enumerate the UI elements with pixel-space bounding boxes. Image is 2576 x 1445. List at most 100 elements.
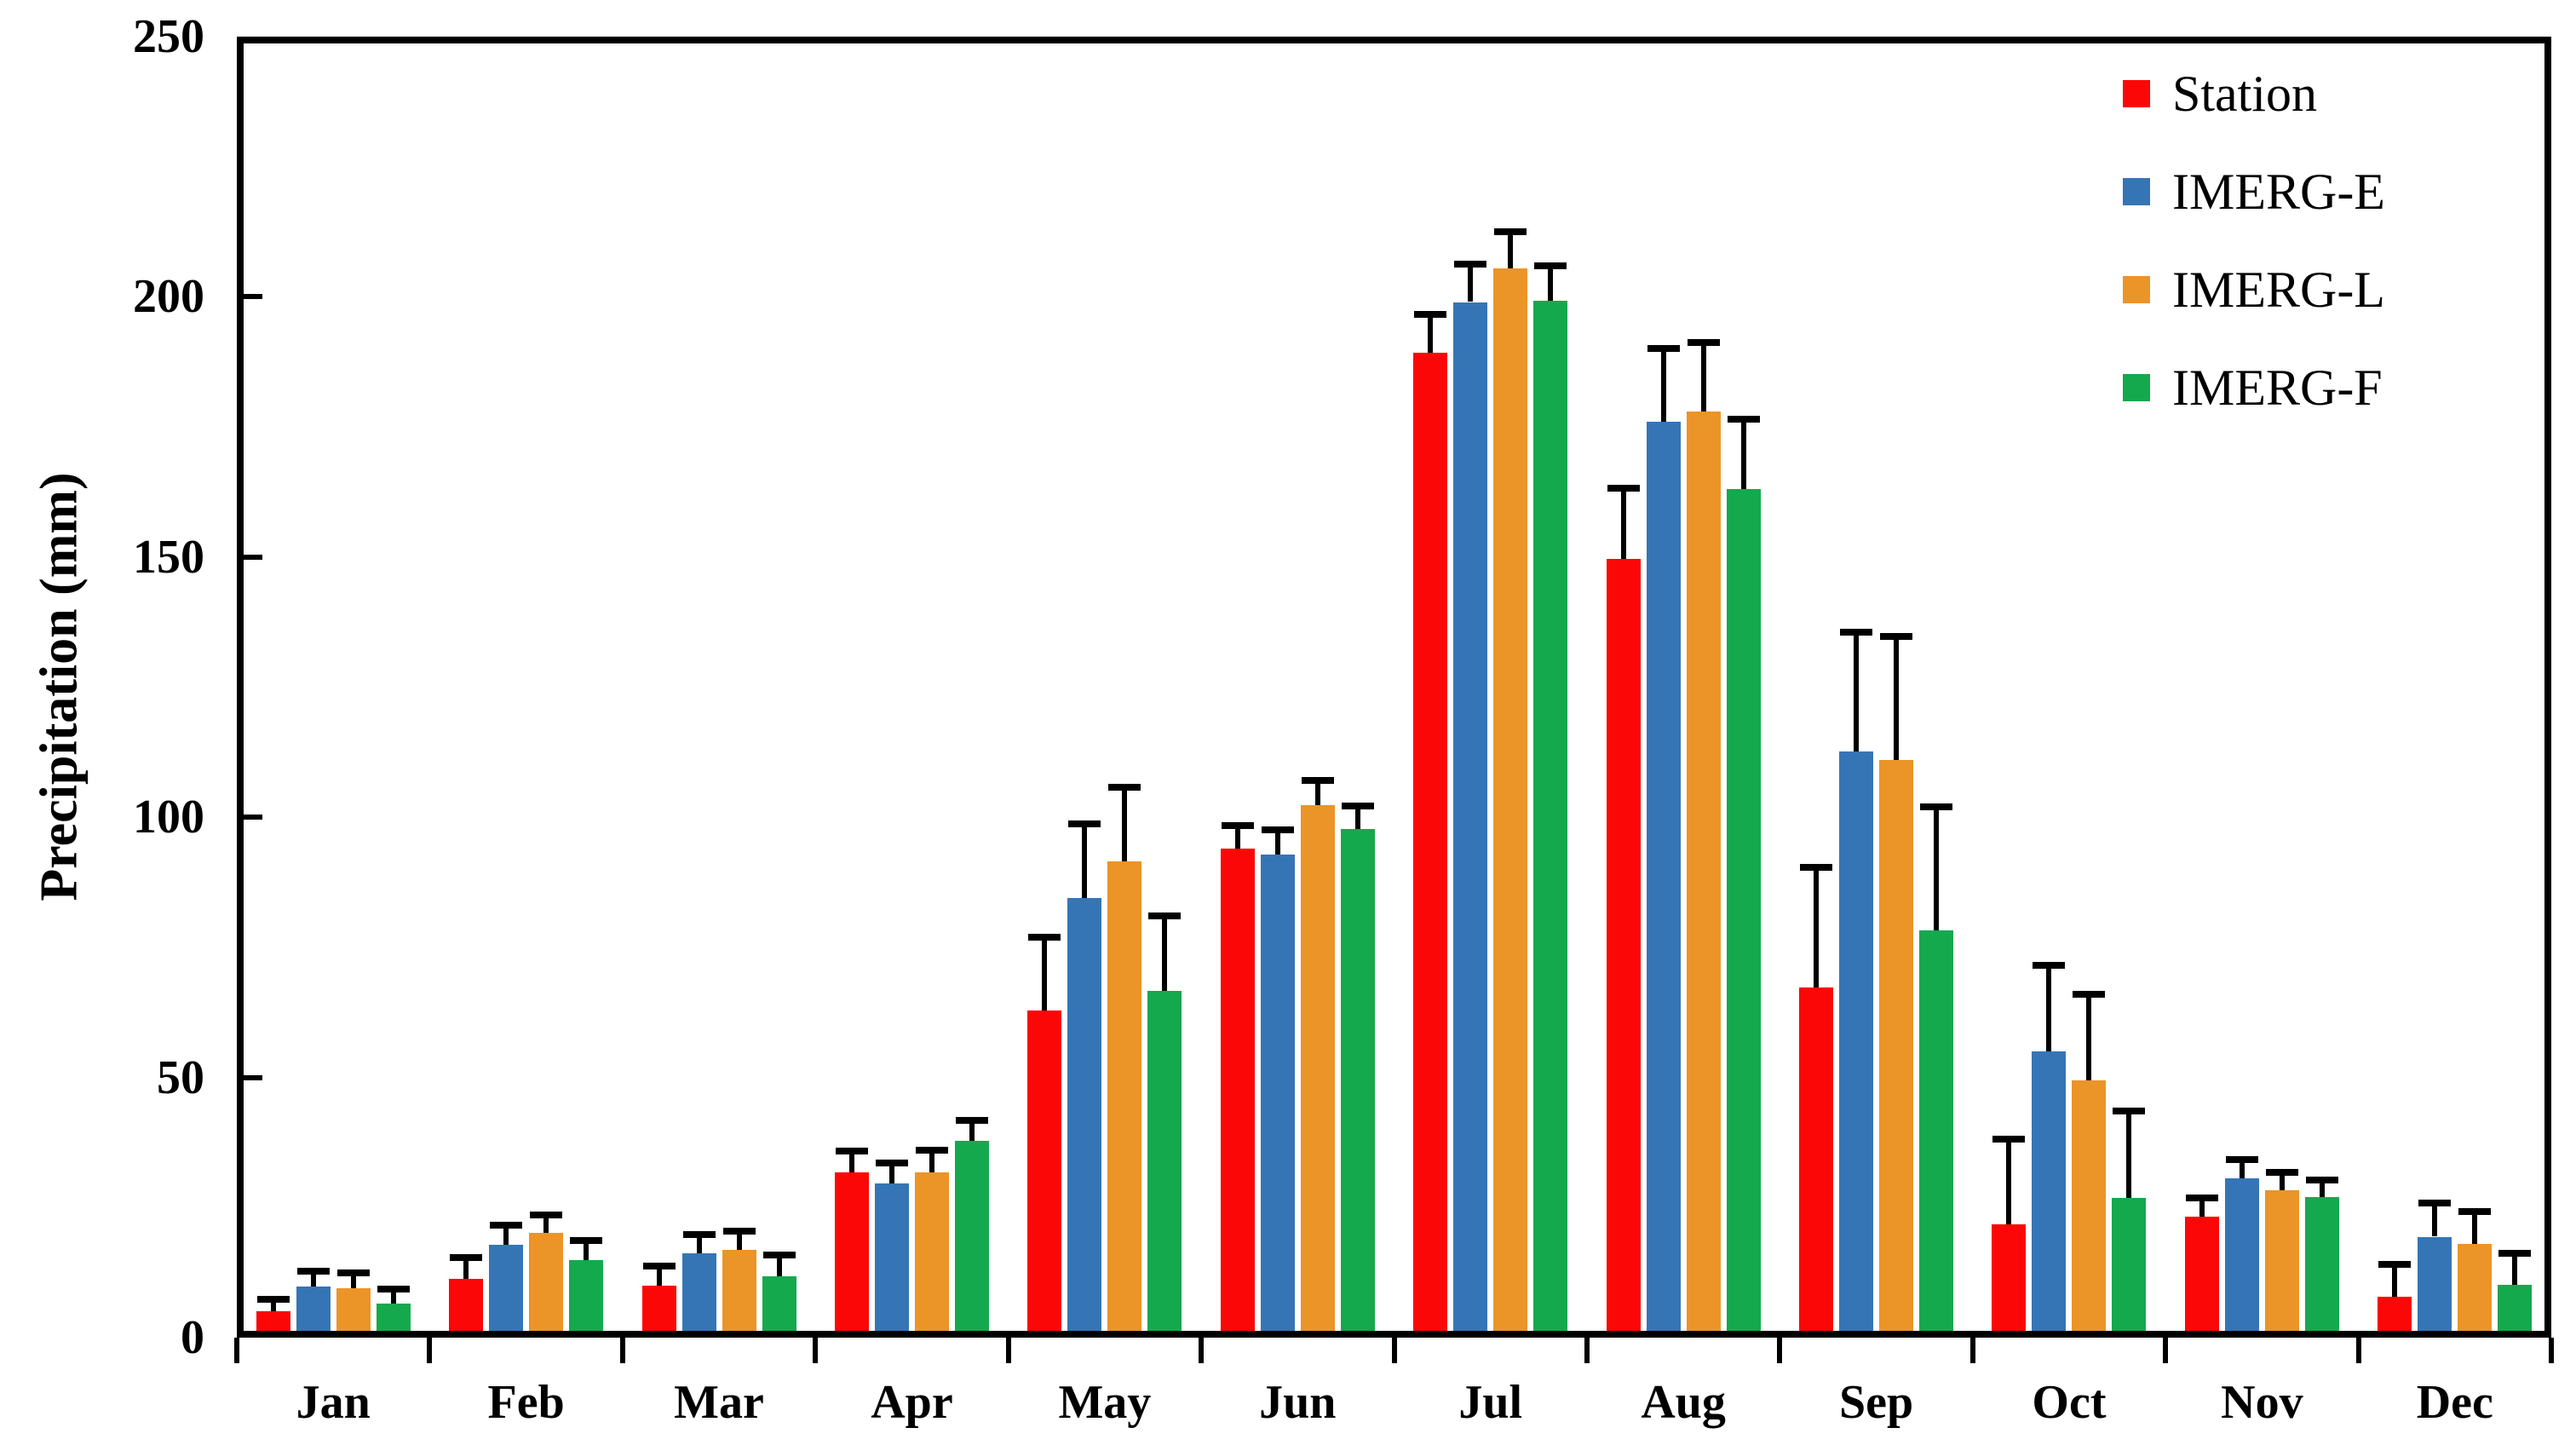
bar-imerg-l-jul (1493, 268, 1528, 1338)
bar-imerg-e-sep (1839, 751, 1874, 1338)
bar-station-mar (641, 1285, 676, 1338)
legend-swatch-station (2123, 80, 2150, 107)
errorbar-cap-station-aug (1607, 484, 1640, 492)
bar-imerg-e-may (1067, 897, 1102, 1338)
errorbar-cap-imerg-l-apr (915, 1147, 948, 1154)
bar-imerg-l-aug (1686, 411, 1721, 1338)
errorbar-cap-station-sep (1800, 863, 1833, 871)
x-tick-mark (427, 1338, 433, 1363)
bar-imerg-e-nov (2224, 1178, 2259, 1338)
legend-item-imerg-f: IMERG-F (2123, 358, 2383, 417)
x-tick-label-jul: Jul (1458, 1376, 1523, 1429)
errorbar-cap-imerg-f-oct (2113, 1107, 2146, 1114)
bar-imerg-f-nov (2304, 1197, 2339, 1338)
errorbar-cap-station-jun (1221, 821, 1254, 829)
errorbar-stem-imerg-f-jul (1548, 265, 1554, 301)
bar-imerg-l-may (1107, 861, 1142, 1338)
x-tick-mark (1391, 1338, 1397, 1363)
plot-area-frame (237, 37, 2551, 1338)
errorbar-stem-imerg-e-sep (1854, 631, 1860, 752)
errorbar-cap-station-mar (642, 1262, 676, 1269)
y-tick-mark-200 (237, 294, 262, 300)
bar-imerg-l-mar (722, 1250, 756, 1338)
y-tick-label-250: 250 (133, 10, 204, 63)
errorbar-stem-imerg-l-aug (1700, 343, 1706, 412)
errorbar-stem-station-sep (1814, 866, 1820, 987)
x-tick-mark (813, 1338, 819, 1363)
errorbar-stem-imerg-e-nov (2239, 1160, 2245, 1179)
errorbar-stem-imerg-f-may (1162, 916, 1168, 991)
errorbar-stem-imerg-e-jan (310, 1270, 316, 1287)
errorbar-stem-imerg-f-jun (1354, 806, 1360, 830)
bar-imerg-e-mar (681, 1253, 716, 1338)
x-tick-mark (1777, 1338, 1783, 1363)
errorbar-cap-imerg-l-jan (336, 1269, 370, 1276)
bar-imerg-f-apr (954, 1141, 989, 1338)
errorbar-cap-imerg-f-jul (1534, 262, 1567, 269)
bar-station-nov (2184, 1216, 2219, 1338)
errorbar-cap-imerg-l-aug (1687, 339, 1720, 347)
errorbar-stem-imerg-e-aug (1660, 348, 1666, 422)
errorbar-stem-imerg-f-aug (1740, 418, 1746, 490)
errorbar-cap-imerg-e-feb (490, 1222, 523, 1229)
errorbar-cap-imerg-e-jul (1454, 260, 1487, 268)
errorbar-cap-imerg-e-jun (1261, 826, 1294, 834)
errorbar-stem-station-apr (848, 1151, 854, 1172)
bar-imerg-f-dec (2498, 1285, 2533, 1338)
errorbar-cap-station-jul (1414, 310, 1447, 318)
errorbar-stem-station-oct (2006, 1138, 2012, 1225)
legend-label-station: Station (2172, 66, 2318, 122)
x-tick-mark (619, 1338, 625, 1363)
bar-imerg-e-jan (296, 1287, 331, 1338)
bar-imerg-f-sep (1919, 930, 1954, 1338)
errorbar-cap-imerg-l-jul (1494, 228, 1527, 236)
errorbar-stem-imerg-l-apr (929, 1150, 934, 1172)
legend-swatch-imerg-f (2123, 374, 2150, 401)
bar-station-aug (1606, 559, 1641, 1338)
x-tick-label-apr: Apr (871, 1376, 953, 1429)
errorbar-cap-station-jan (256, 1295, 290, 1303)
errorbar-stem-imerg-l-mar (736, 1230, 742, 1251)
bar-station-may (1027, 1010, 1062, 1338)
x-tick-label-mar: Mar (674, 1376, 764, 1429)
errorbar-cap-imerg-f-feb (570, 1236, 603, 1244)
errorbar-cap-imerg-f-sep (1920, 803, 1953, 810)
bar-imerg-f-may (1147, 990, 1182, 1338)
errorbar-stem-imerg-e-dec (2432, 1203, 2438, 1237)
errorbar-stem-imerg-e-feb (503, 1225, 509, 1245)
errorbar-stem-station-jul (1428, 314, 1434, 354)
x-tick-label-jun: Jun (1259, 1376, 1337, 1429)
errorbar-cap-imerg-e-sep (1840, 628, 1873, 636)
x-tick-mark (234, 1338, 239, 1363)
x-tick-label-jan: Jan (296, 1376, 371, 1429)
errorbar-cap-imerg-l-may (1108, 783, 1141, 791)
bar-station-jun (1220, 849, 1255, 1338)
errorbar-cap-imerg-e-may (1068, 820, 1101, 828)
errorbar-stem-imerg-f-nov (2319, 1179, 2325, 1198)
errorbar-stem-station-aug (1620, 487, 1626, 560)
errorbar-cap-imerg-l-mar (722, 1227, 756, 1235)
errorbar-stem-station-jan (270, 1298, 276, 1311)
legend-swatch-imerg-l (2123, 276, 2150, 303)
errorbar-stem-imerg-e-oct (2046, 964, 2052, 1052)
errorbar-cap-imerg-f-jun (1341, 803, 1374, 810)
errorbar-cap-imerg-f-nov (2305, 1176, 2338, 1183)
legend-label-imerg-e: IMERG-E (2172, 164, 2385, 220)
x-tick-label-sep: Sep (1838, 1376, 1914, 1429)
errorbar-stem-station-nov (2199, 1197, 2205, 1217)
y-tick-label-0: 0 (181, 1311, 204, 1364)
x-tick-label-feb: Feb (487, 1376, 565, 1429)
x-tick-label-oct: Oct (2032, 1376, 2107, 1429)
bar-imerg-l-jun (1300, 805, 1335, 1338)
x-tick-mark (2163, 1338, 2169, 1363)
errorbar-stem-imerg-l-may (1122, 786, 1128, 862)
x-tick-label-nov: Nov (2221, 1376, 2303, 1429)
bar-imerg-f-mar (762, 1275, 796, 1338)
errorbar-cap-station-apr (835, 1148, 868, 1155)
errorbar-stem-station-may (1042, 937, 1048, 1011)
bar-imerg-l-jan (336, 1287, 371, 1338)
errorbar-stem-imerg-f-oct (2126, 1110, 2132, 1199)
errorbar-cap-imerg-e-dec (2418, 1200, 2452, 1207)
errorbar-cap-station-may (1028, 934, 1061, 941)
bar-station-apr (834, 1172, 869, 1338)
